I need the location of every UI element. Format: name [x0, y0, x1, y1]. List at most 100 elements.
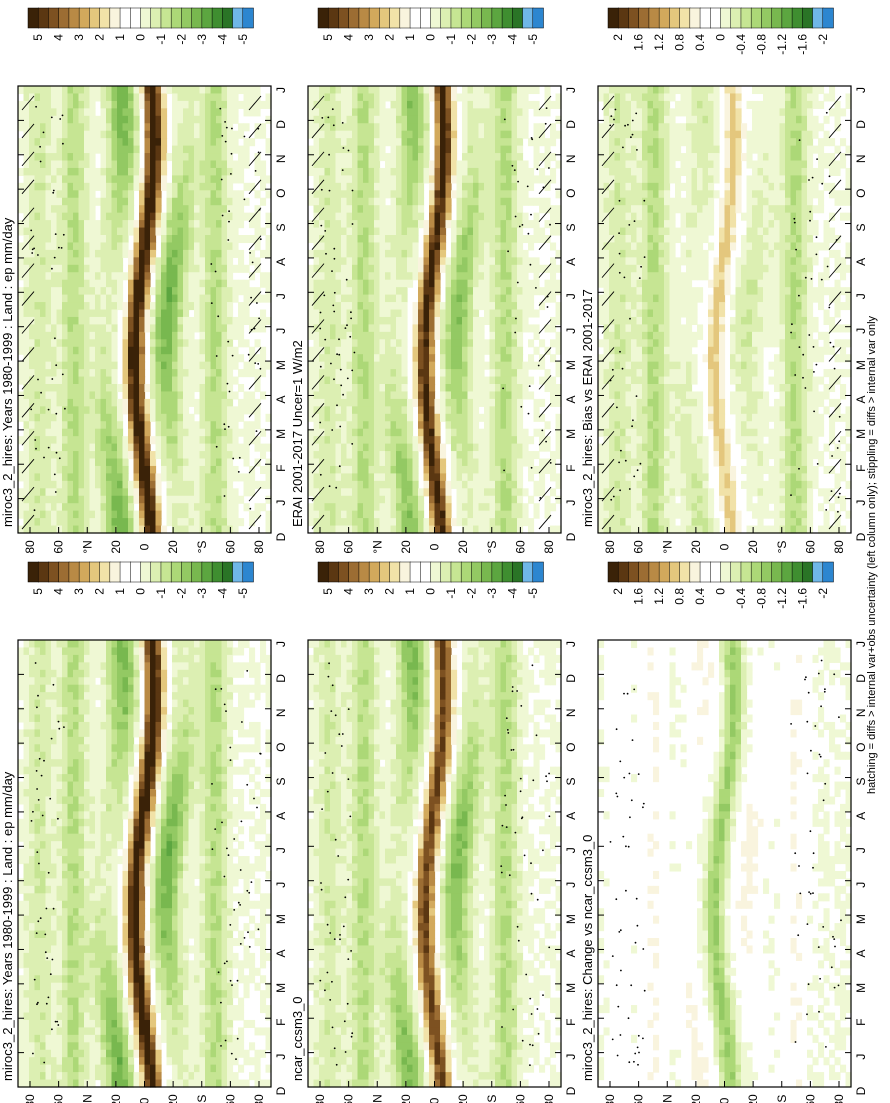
heatmap-cell	[467, 346, 474, 355]
heatmap-cell	[451, 235, 458, 244]
heatmap-cell	[357, 510, 364, 519]
heatmap-cell	[462, 279, 469, 288]
heatmap-cell	[29, 279, 36, 288]
hatch-line	[248, 458, 262, 474]
heatmap-cell	[155, 398, 162, 407]
heatmap-cell	[467, 190, 474, 199]
heatmap-cell	[210, 421, 217, 430]
heatmap-cell	[418, 384, 425, 393]
heatmap-cell	[396, 182, 403, 191]
heatmap-cell	[313, 384, 320, 393]
heatmap-cell	[374, 86, 381, 95]
heatmap-cell	[67, 361, 74, 370]
heatmap-cell	[221, 197, 228, 206]
heatmap-cell	[111, 175, 118, 184]
heatmap-cell	[144, 302, 151, 311]
heatmap-cell	[56, 525, 63, 534]
heatmap-cell	[166, 272, 173, 281]
heatmap-cell	[172, 346, 179, 355]
heatmap-cell	[177, 413, 184, 422]
heatmap-cell	[319, 257, 326, 266]
heatmap-cell	[18, 346, 25, 355]
heatmap-cell	[106, 480, 113, 489]
heatmap-cell	[330, 257, 337, 266]
heatmap-cell	[308, 436, 315, 445]
heatmap-cell	[89, 212, 96, 221]
heatmap-cell	[40, 361, 47, 370]
heatmap-cell	[489, 413, 496, 422]
heatmap-cell	[489, 235, 496, 244]
heatmap-cell	[177, 249, 184, 258]
colorbar-swatch	[222, 7, 234, 29]
heatmap-cell	[40, 354, 47, 363]
heatmap-cell	[357, 167, 364, 176]
stipple-dot	[54, 233, 57, 236]
heatmap-cell	[330, 495, 337, 504]
heatmap-cell	[500, 294, 507, 303]
heatmap-cell	[183, 287, 190, 296]
heatmap-cell	[467, 235, 474, 244]
heatmap-cell	[67, 227, 74, 236]
stipple-dot	[37, 378, 39, 381]
heatmap-cell	[484, 518, 491, 527]
heatmap-cell	[489, 190, 496, 199]
heatmap-cell	[67, 100, 74, 109]
heatmap-cell	[166, 257, 173, 266]
heatmap-cell	[23, 316, 30, 325]
heatmap-cell	[227, 279, 234, 288]
heatmap-cell	[73, 190, 80, 199]
heatmap-cell	[330, 369, 337, 378]
heatmap-cell	[467, 279, 474, 288]
heatmap-cell	[341, 138, 348, 147]
heatmap-cell	[467, 86, 474, 95]
heatmap-cell	[221, 190, 228, 199]
heatmap-cell	[89, 123, 96, 132]
heatmap-cell	[467, 93, 474, 102]
heatmap-cell	[194, 227, 201, 236]
heatmap-cell	[249, 86, 256, 95]
heatmap-cell	[23, 242, 30, 251]
heatmap-cell	[249, 391, 256, 400]
heatmap-cell	[84, 227, 91, 236]
heatmap-cell	[335, 220, 342, 229]
heatmap-cell	[423, 324, 430, 333]
heatmap-cell	[227, 376, 234, 385]
heatmap-cell	[396, 376, 403, 385]
heatmap-cell	[346, 451, 353, 460]
heatmap-cell	[319, 324, 326, 333]
heatmap-cell	[260, 324, 267, 333]
heatmap-cell	[89, 197, 96, 206]
heatmap-cell	[40, 272, 47, 281]
heatmap-cell	[484, 108, 491, 117]
month-tick-label: D	[274, 532, 288, 541]
heatmap-cell	[478, 443, 485, 452]
heatmap-cell	[249, 518, 256, 527]
heatmap-cell	[495, 369, 502, 378]
heatmap-cell	[265, 361, 272, 370]
heatmap-cell	[166, 398, 173, 407]
heatmap-cell	[194, 145, 201, 154]
heatmap-cell	[56, 145, 63, 154]
heatmap-cell	[379, 324, 386, 333]
heatmap-cell	[346, 488, 353, 497]
heatmap-cell	[155, 495, 162, 504]
heatmap-cell	[89, 391, 96, 400]
heatmap-cell	[412, 398, 419, 407]
heatmap-cell	[396, 287, 403, 296]
heatmap-cell	[194, 212, 201, 221]
heatmap-cell	[390, 123, 397, 132]
heatmap-cell	[139, 182, 146, 191]
heatmap-cell	[319, 175, 326, 184]
heatmap-cell	[199, 264, 206, 273]
heatmap-cell	[440, 175, 447, 184]
heatmap-cell	[308, 331, 315, 340]
heatmap-cell	[73, 294, 80, 303]
heatmap-cell	[379, 257, 386, 266]
heatmap-cell	[128, 346, 135, 355]
heatmap-cell	[528, 279, 535, 288]
heatmap-cell	[194, 130, 201, 139]
heatmap-cell	[133, 167, 140, 176]
heatmap-cell	[346, 175, 353, 184]
heatmap-cell	[29, 130, 36, 139]
heatmap-cell	[445, 167, 452, 176]
